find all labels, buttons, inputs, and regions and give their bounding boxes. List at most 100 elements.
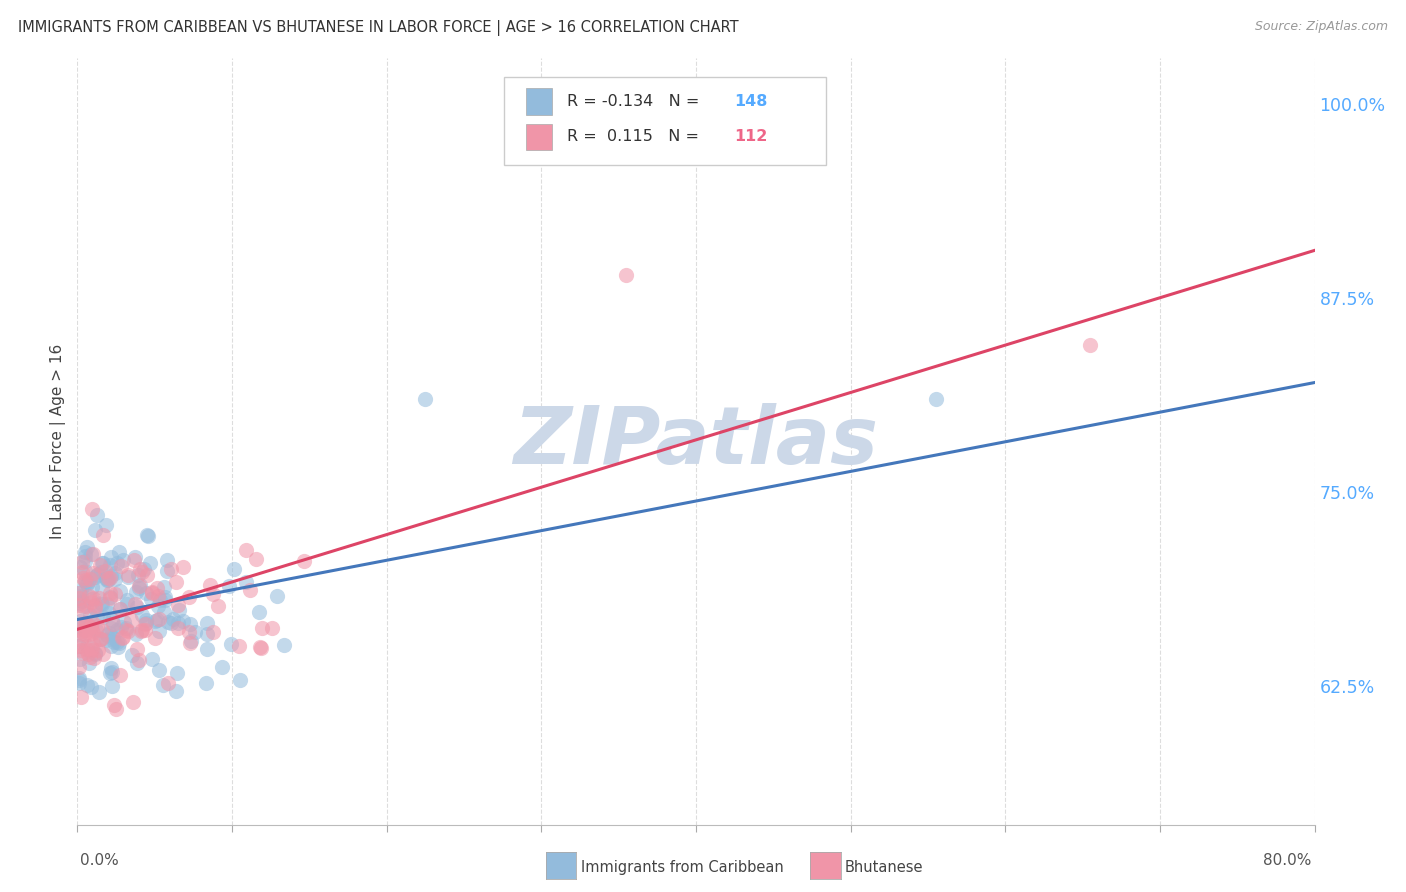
Point	[86, 568, 108, 582]
Point	[195, 641, 218, 656]
Point	[67, 673, 90, 688]
Point	[219, 637, 242, 651]
Point	[80, 615, 103, 629]
Point	[1080, 337, 1102, 351]
Point	[207, 599, 229, 614]
Point	[105, 556, 128, 570]
Point	[235, 543, 257, 558]
Point	[197, 627, 219, 641]
Point	[165, 684, 187, 698]
Point	[96, 518, 118, 533]
Point	[84, 601, 107, 615]
Point	[128, 578, 150, 592]
Point	[69, 559, 91, 574]
Point	[195, 615, 218, 630]
FancyBboxPatch shape	[505, 77, 825, 165]
Text: 0.0%: 0.0%	[80, 853, 120, 868]
Point	[67, 591, 90, 605]
Point	[100, 621, 122, 635]
Point	[184, 625, 207, 640]
Point	[107, 640, 129, 654]
Point	[249, 640, 271, 654]
Point	[67, 676, 90, 690]
Point	[294, 554, 316, 568]
Point	[79, 572, 101, 586]
Text: 148: 148	[734, 95, 768, 109]
Point	[76, 678, 98, 692]
Point	[239, 582, 262, 597]
Point	[67, 659, 90, 673]
Point	[152, 678, 174, 692]
Point	[159, 615, 181, 630]
Point	[100, 549, 122, 564]
Point	[83, 599, 105, 614]
Point	[69, 652, 91, 666]
Point	[117, 568, 139, 582]
Point	[252, 621, 274, 635]
Point	[131, 623, 153, 637]
Point	[124, 597, 146, 611]
Point	[83, 647, 105, 661]
Point	[162, 612, 184, 626]
Point	[77, 622, 100, 636]
Point	[75, 616, 97, 631]
Point	[86, 508, 108, 523]
Point	[121, 648, 143, 662]
Point	[148, 663, 170, 677]
Point	[70, 620, 93, 634]
Point	[73, 573, 96, 587]
Point	[198, 578, 221, 592]
FancyBboxPatch shape	[526, 88, 553, 115]
Point	[82, 591, 104, 605]
Point	[131, 608, 153, 623]
Point	[80, 580, 103, 594]
Point	[128, 653, 150, 667]
Point	[218, 579, 240, 593]
Point	[82, 547, 104, 561]
Point	[104, 572, 127, 586]
Point	[103, 698, 125, 712]
Point	[97, 571, 120, 585]
Point	[110, 559, 132, 574]
Point	[87, 643, 110, 657]
Point	[157, 615, 180, 629]
Point	[75, 549, 97, 563]
Point	[96, 574, 118, 588]
Point	[94, 564, 117, 578]
Point	[100, 585, 122, 599]
Point	[146, 581, 169, 595]
Point	[91, 648, 114, 662]
Point	[235, 574, 257, 589]
Point	[90, 632, 112, 646]
Point	[83, 598, 105, 612]
Point	[73, 553, 96, 567]
Point	[143, 632, 166, 646]
Point	[70, 624, 93, 638]
Point	[100, 569, 122, 583]
Point	[127, 656, 149, 670]
Point	[169, 603, 191, 617]
Point	[91, 610, 114, 624]
Point	[110, 668, 132, 682]
Point	[117, 624, 139, 638]
Point	[91, 556, 114, 570]
Point	[101, 613, 124, 627]
Point	[135, 528, 157, 542]
Point	[87, 685, 110, 699]
Point	[89, 558, 111, 572]
Point	[90, 596, 112, 610]
Point	[179, 616, 201, 631]
Point	[228, 639, 250, 653]
Point	[128, 582, 150, 596]
Point	[139, 556, 162, 570]
Point	[228, 673, 250, 687]
Point	[98, 558, 121, 573]
Point	[160, 562, 183, 576]
Point	[273, 638, 295, 652]
Point	[167, 615, 190, 630]
Point	[135, 585, 157, 599]
Y-axis label: In Labor Force | Age > 16: In Labor Force | Age > 16	[51, 344, 66, 539]
Point	[105, 634, 128, 648]
Point	[112, 553, 135, 567]
Point	[80, 642, 103, 657]
